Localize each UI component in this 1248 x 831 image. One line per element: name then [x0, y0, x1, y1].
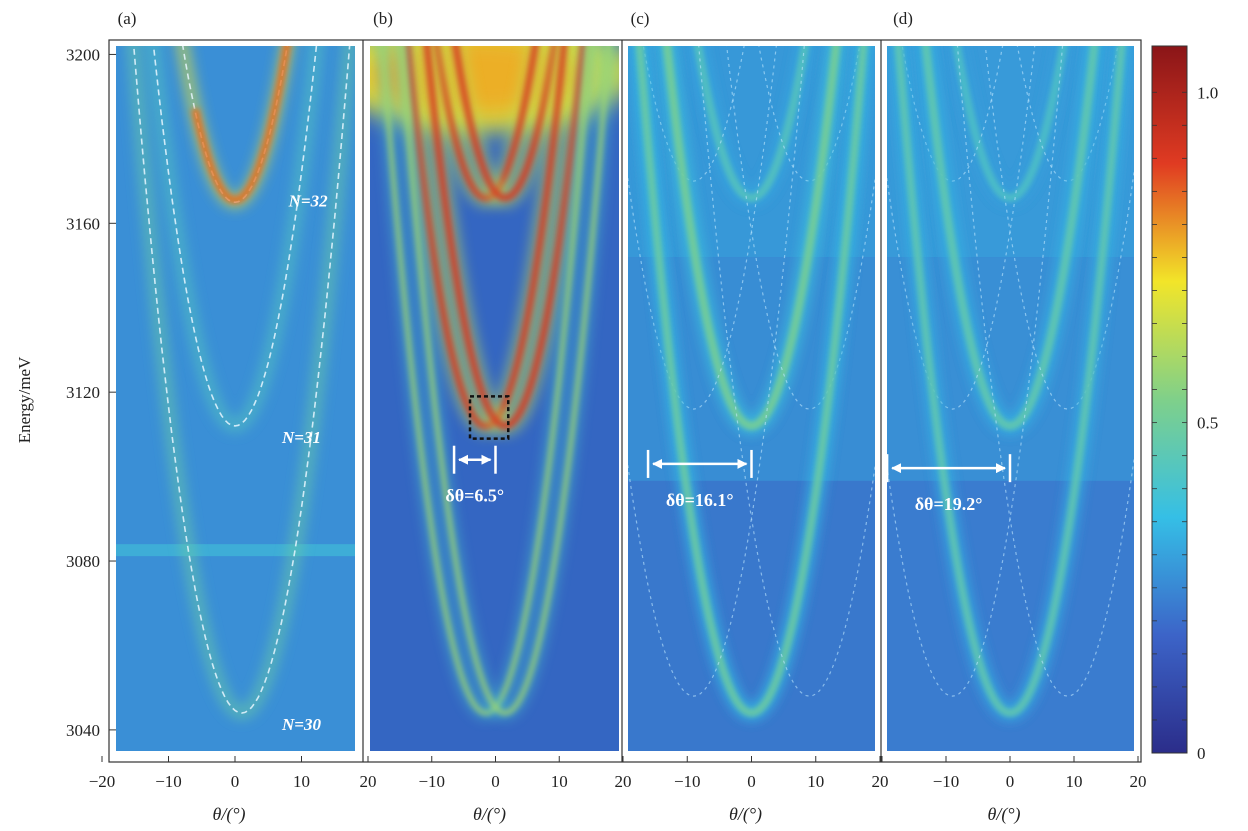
x-tick-label: −10 [933, 772, 960, 791]
x-tick-label: 10 [1066, 772, 1083, 791]
mode-band [637, 46, 866, 716]
colorbar-tick-label: 1.0 [1197, 83, 1218, 102]
x-tick-label: 0 [491, 772, 500, 791]
x-tick-label: 20 [872, 772, 889, 791]
x-axis-label: θ/(°) [729, 804, 762, 825]
x-axis-label: θ/(°) [987, 804, 1020, 825]
mode-band [896, 46, 1124, 716]
panel-label: (a) [118, 9, 137, 28]
delta-theta-label: δθ=6.5° [445, 486, 504, 506]
x-tick-label: 20 [360, 772, 377, 791]
mode-fit-line [956, 46, 1134, 697]
mode-label: N=31 [281, 428, 321, 447]
highlight-box [468, 395, 510, 440]
mode-fit-line [152, 46, 318, 427]
colorbar [1151, 45, 1188, 754]
x-tick-label: −10 [155, 772, 182, 791]
heatmap-layer [116, 46, 1134, 721]
annotation-layer: N=32 N=31 N=30 δθ=6.5° δθ=16.1° δθ=19.2° [281, 191, 1012, 734]
mode-fit-line [132, 46, 351, 714]
delta-theta-label: δθ=16.1° [666, 490, 734, 510]
panel-c-heat [628, 46, 875, 720]
y-tick-label: 3200 [66, 45, 100, 64]
mode-band [399, 46, 611, 716]
mode-fit-line [726, 46, 875, 410]
mode-band [423, 46, 587, 430]
axes-layer: (a) (b) (c) (d) 3040 3080 3120 3160 3200 −20 −10 0 1… [66, 9, 1147, 825]
band-region [116, 544, 355, 557]
mode-band [452, 46, 559, 202]
colorbar-tick-label: 0.5 [1197, 414, 1218, 433]
mode-band [954, 46, 1066, 201]
panel-a-heat [116, 46, 355, 721]
mode-band [923, 46, 1097, 429]
x-tick-label: 0 [747, 772, 756, 791]
mode-band [664, 46, 839, 429]
panel-d-heat [887, 46, 1134, 720]
colorbar-tick-label: 0 [1197, 744, 1206, 763]
x-tick-label: −10 [674, 772, 701, 791]
x-axis-label: θ/(°) [212, 804, 245, 825]
x-tick-label: 10 [293, 772, 310, 791]
x-tick-label: 20 [1130, 772, 1147, 791]
panel-label: (b) [373, 9, 393, 28]
y-tick-label: 3080 [66, 552, 100, 571]
mode-peak [191, 46, 291, 205]
x-tick-label: −20 [89, 772, 116, 791]
x-tick-label: 20 [615, 772, 632, 791]
panel-label: (d) [893, 9, 913, 28]
y-tick-label: 3040 [66, 721, 100, 740]
delta-theta-label: δθ=19.2° [915, 494, 983, 514]
x-tick-label: −10 [418, 772, 445, 791]
mode-band [695, 46, 808, 201]
plot-frame [108, 39, 1142, 763]
panel-label: (c) [631, 9, 650, 28]
y-tick-label: 3160 [66, 214, 100, 233]
mode-label: N=30 [281, 715, 321, 734]
x-tick-label: 0 [231, 772, 240, 791]
colorbar-ticks: 0 0.5 1.0 [1152, 83, 1218, 763]
y-tick-label: 3120 [66, 383, 100, 402]
x-tick-label: 10 [551, 772, 568, 791]
x-tick-label: 0 [1006, 772, 1015, 791]
x-axis-label: θ/(°) [473, 804, 506, 825]
y-axis-label: Energy/meV [15, 356, 34, 443]
panel-b-heat [370, 46, 619, 720]
x-tick-label: 10 [807, 772, 824, 791]
mode-fit-line [698, 46, 875, 697]
mode-fit-line [984, 46, 1134, 410]
mode-label: N=32 [288, 191, 328, 210]
